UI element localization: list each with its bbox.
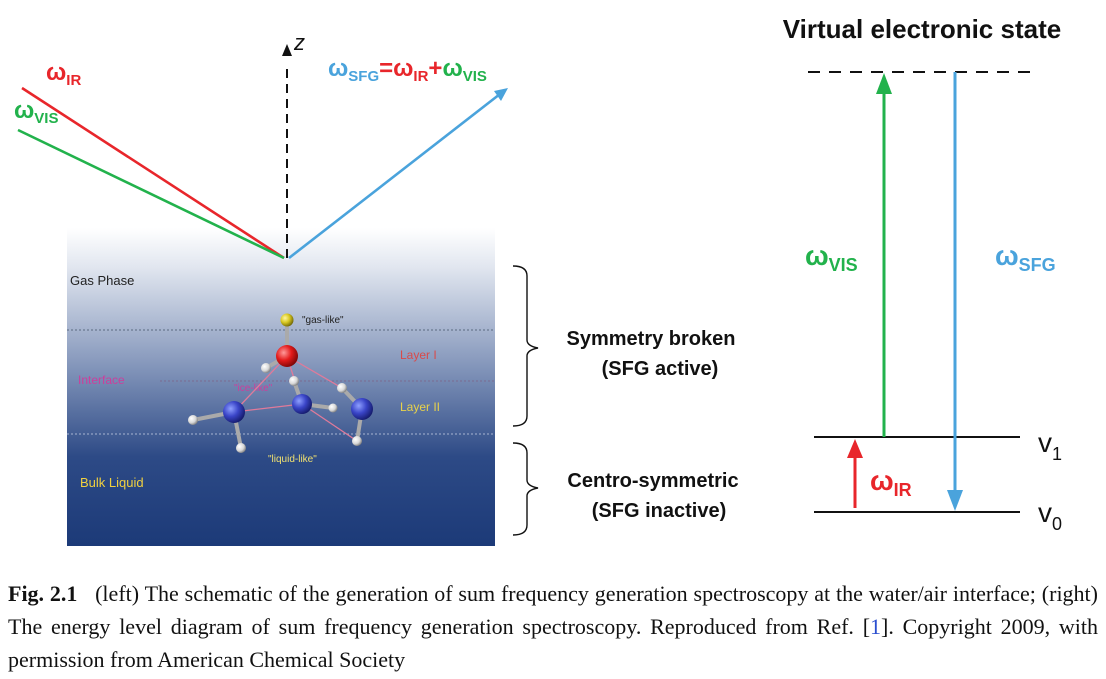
centro-symmetric-text: Centro-symmetric — [567, 470, 738, 492]
oxygen-atom-right — [351, 398, 373, 420]
vis-arrowhead — [876, 73, 892, 94]
gas-like-label: "gas-like" — [302, 315, 344, 326]
oxygen-atom-middle — [292, 394, 312, 414]
virtual-state-title: Virtual electronic state — [783, 14, 1061, 44]
right-panel: Virtual electronic state ωVIS ωSFG ωIR v… — [783, 14, 1062, 534]
bracket-symmetry-broken — [512, 265, 539, 427]
symmetry-broken-text: Symmetry broken — [567, 328, 736, 350]
hydrogen-atom — [337, 383, 347, 393]
ir-beam — [21, 86, 285, 260]
left-panel: Gas Phase Interface Bulk Liquid Layer I … — [14, 30, 739, 546]
layer-2-label: Layer II — [400, 400, 440, 414]
ir-transition-label: ωIR — [870, 465, 912, 500]
hydrogen-atom — [289, 376, 299, 386]
oxygen-atom-left — [223, 401, 245, 423]
oxygen-atom-top — [276, 345, 298, 367]
vis-beam-label: ωVIS — [14, 97, 58, 127]
bulk-liquid-label: Bulk Liquid — [80, 475, 144, 490]
hydrogen-atom — [236, 443, 246, 453]
z-axis-label: z — [293, 30, 305, 55]
ice-like-label: "ice-like" — [234, 383, 273, 394]
water-molecules — [188, 313, 373, 453]
layer-1-label: Layer I — [400, 348, 437, 362]
caption-copyright: ]. Copyright 2009, with permission from … — [8, 614, 1098, 672]
level-v0-label: v0 — [1038, 497, 1062, 534]
hydrogen-atom — [328, 403, 338, 413]
vis-beam — [17, 128, 285, 260]
level-v1-label: v1 — [1038, 427, 1062, 464]
hydrogen-atom — [261, 363, 271, 373]
figure-caption: Fig. 2.1 (left) The schematic of the gen… — [8, 577, 1098, 676]
sfg-active-text: (SFG active) — [602, 358, 719, 380]
bracket-centro-symmetric — [512, 442, 539, 536]
reference-link[interactable]: 1 — [870, 614, 882, 639]
ir-arrowhead — [847, 439, 863, 458]
z-axis-arrowhead — [282, 44, 292, 56]
sfg-figure: Gas Phase Interface Bulk Liquid Layer I … — [14, 14, 1062, 546]
vis-transition-label: ωVIS — [805, 240, 858, 275]
caption-text: (left) The schematic of the generation o… — [8, 581, 1098, 639]
gas-phase-label: Gas Phase — [70, 273, 134, 288]
ir-beam-label: ωIR — [46, 59, 81, 89]
sfg-beam — [288, 92, 501, 260]
sfg-arrowhead — [947, 490, 963, 511]
sfg-beam-arrowhead — [494, 88, 508, 101]
sfg-inactive-text: (SFG inactive) — [592, 500, 726, 522]
figure-label: Fig. 2.1 — [8, 581, 78, 606]
sfg-equation-label: ωSFG=ωIR+ωVIS — [328, 55, 487, 85]
gas-like-atom — [280, 313, 294, 327]
interface-label: Interface — [78, 373, 125, 387]
sfg-transition-label: ωSFG — [995, 240, 1056, 275]
hydrogen-atom — [352, 436, 362, 446]
hydrogen-atom — [188, 415, 198, 425]
water-slab — [67, 228, 495, 546]
liquid-like-label: "liquid-like" — [268, 454, 317, 465]
